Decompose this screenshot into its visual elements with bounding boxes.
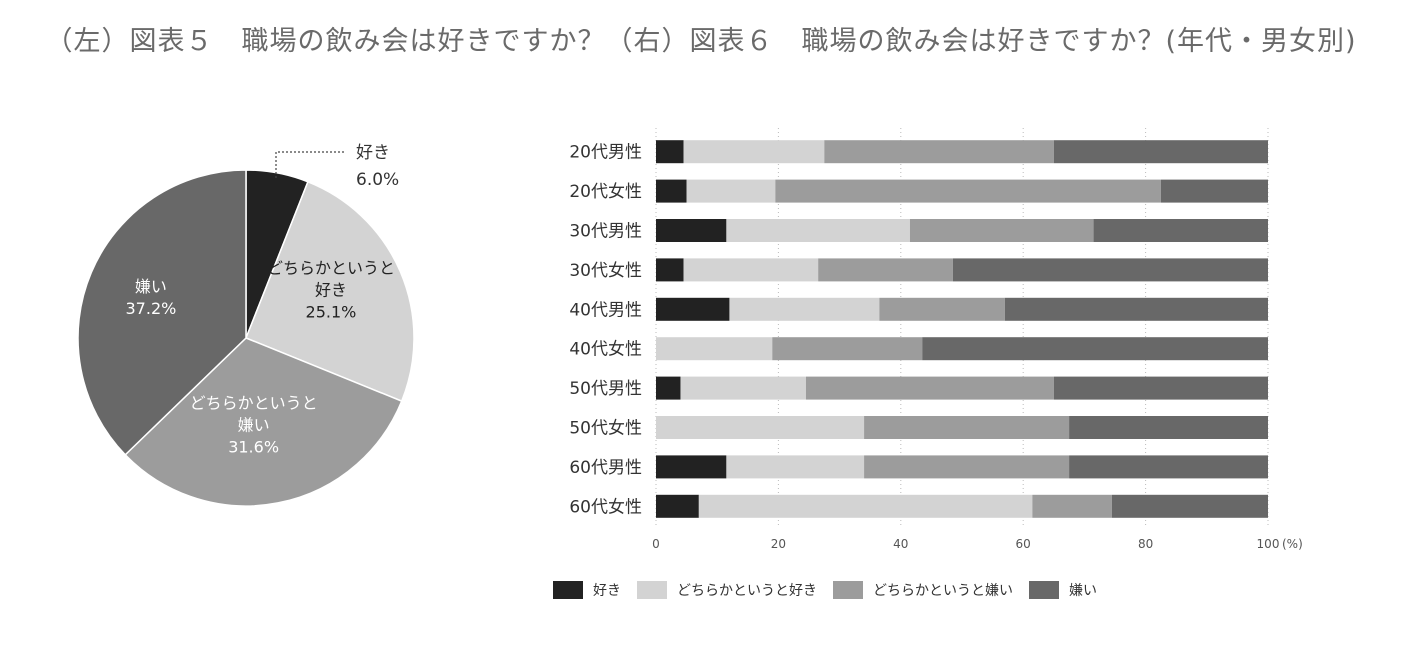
- pie-slice-dislike: [77, 169, 247, 456]
- bar-segment-like: [656, 140, 684, 164]
- legend-swatch-dislike: [1029, 581, 1059, 599]
- bar-segment-like: [656, 219, 727, 242]
- bar-segment-dislike: [1053, 376, 1268, 400]
- bar-segment-like: [656, 376, 681, 400]
- category-label: 50代女性: [569, 419, 642, 439]
- bar-segment-dislike: [922, 337, 1268, 361]
- pie-label-somewhat-like: どちらかというと好き 25.1%: [267, 259, 395, 322]
- legend-item-somewhat-dislike: どちらかというと嫌い: [833, 580, 1013, 600]
- bar-segment-somewhat-dislike: [824, 140, 1054, 164]
- bar-segment-somewhat-dislike: [909, 219, 1094, 242]
- bar-segment-dislike: [1093, 219, 1268, 242]
- bar-segment-somewhat-dislike: [772, 337, 923, 361]
- category-label: 60代女性: [569, 497, 642, 517]
- x-tick-label: 80: [1138, 537, 1153, 551]
- legend-item-somewhat-like: どちらかというと好き: [637, 580, 817, 600]
- bar-segment-like: [656, 258, 684, 282]
- legend-swatch-somewhat-dislike: [833, 581, 863, 599]
- pie-slice-somewhat-like: [245, 180, 415, 403]
- bar-segment-somewhat-dislike: [864, 455, 1070, 479]
- bar-segment-somewhat-like: [698, 494, 1033, 518]
- legend-swatch-like: [553, 581, 583, 599]
- x-tick-label: 100: [1257, 537, 1280, 551]
- bar-segment-somewhat-like: [683, 140, 825, 164]
- bar-segment-dislike: [1160, 179, 1268, 203]
- legend-label-somewhat-like: どちらかというと好き: [677, 583, 817, 599]
- stacked-bar-chart: 0 20 40 60 80 100 (%) 20代男性 20代女性 30代男性 30代女性 40代男性…: [569, 128, 1303, 551]
- legend-label-somewhat-dislike: どちらかというと嫌い: [873, 583, 1013, 599]
- legend-label-like: 好き: [593, 583, 621, 599]
- bar-segment-somewhat-like: [656, 416, 865, 439]
- legend-item-dislike: 嫌い: [1029, 580, 1097, 600]
- x-unit-label: (%): [1282, 537, 1303, 551]
- category-label: 30代男性: [569, 222, 642, 242]
- bar-segment-somewhat-like: [726, 219, 910, 242]
- bar-segment-like: [656, 494, 699, 518]
- bar-segment-dislike: [1004, 297, 1268, 321]
- category-label: 40代女性: [569, 340, 642, 360]
- bar-segment-dislike: [1053, 140, 1268, 164]
- bar-segment-somewhat-like: [656, 337, 773, 361]
- legend-item-like: 好き: [553, 580, 621, 600]
- category-label: 30代女性: [569, 261, 642, 281]
- pie-label-somewhat-dislike: どちらかというと嫌い 31.6%: [190, 394, 318, 457]
- bar-segment-dislike: [1069, 416, 1268, 439]
- bar-segment-dislike: [1069, 455, 1268, 479]
- bar-segment-like: [656, 179, 687, 203]
- x-tick-label: 40: [893, 537, 908, 551]
- figure-title: （左）図表５ 職場の飲み会は好きですか？（右）図表６ 職場の飲み会は好きですか？…: [45, 26, 1357, 57]
- legend-label-dislike: 嫌い: [1069, 583, 1097, 599]
- bar-legend: 好き どちらかというと好き どちらかというと嫌い 嫌い: [553, 580, 1113, 600]
- x-tick-label: 60: [1016, 537, 1031, 551]
- legend-swatch-somewhat-like: [637, 581, 667, 599]
- pie-label-like: 好き: [356, 143, 390, 163]
- bar-segment-like: [656, 297, 730, 321]
- bar-segment-like: [656, 455, 727, 479]
- bar-segment-somewhat-like: [729, 297, 880, 321]
- bar-segment-somewhat-like: [680, 376, 806, 400]
- category-label: 60代男性: [569, 458, 642, 478]
- bar-segment-somewhat-dislike: [864, 416, 1070, 439]
- bar-segment-somewhat-dislike: [805, 376, 1054, 400]
- category-label: 20代男性: [569, 143, 642, 163]
- bar-segment-dislike: [1111, 494, 1268, 518]
- pie-slice-somewhat-dislike: [124, 337, 403, 507]
- bar-segment-somewhat-dislike: [818, 258, 953, 282]
- bar-segment-somewhat-dislike: [879, 297, 1005, 321]
- bar-segment-somewhat-dislike: [1032, 494, 1112, 518]
- category-label: 20代女性: [569, 182, 642, 202]
- bar-segment-somewhat-like: [683, 258, 819, 282]
- bar-segment-somewhat-like: [686, 179, 776, 203]
- leader-line-like: [275, 151, 346, 178]
- bar-segment-somewhat-like: [726, 455, 865, 479]
- x-tick-label: 20: [771, 537, 786, 551]
- bar-segment-dislike: [952, 258, 1268, 282]
- pie-chart: 好き 6.0% どちらかというと好き 25.1% どちらかというと嫌い 31.6% 嫌い 37…: [77, 143, 415, 507]
- pie-label-dislike: 嫌い 37.2%: [126, 277, 177, 318]
- category-label: 40代男性: [569, 300, 642, 320]
- category-label: 50代男性: [569, 379, 642, 399]
- bar-segment-somewhat-dislike: [775, 179, 1161, 203]
- x-tick-label: 0: [652, 537, 660, 551]
- pie-value-like: 6.0%: [356, 170, 399, 190]
